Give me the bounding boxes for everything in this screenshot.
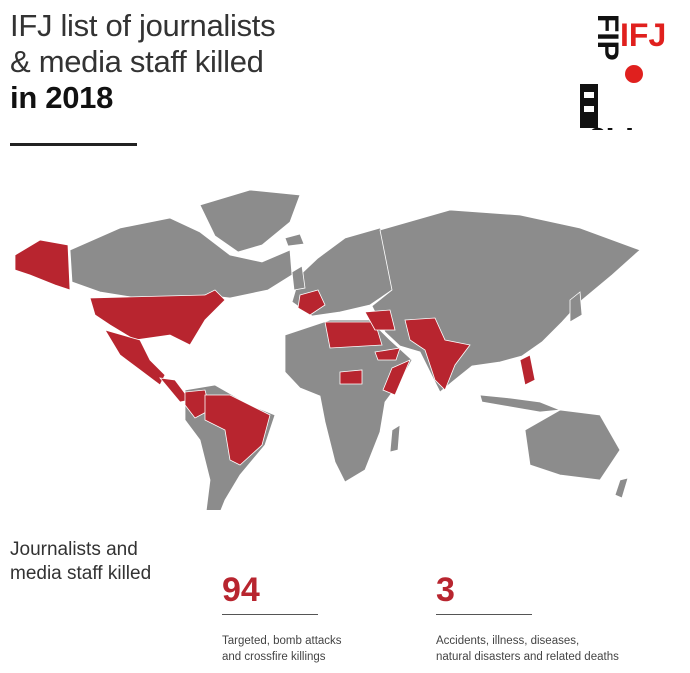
japan [569, 291, 583, 323]
north-africa-highlight [324, 321, 383, 349]
label-line: Journalists and [10, 539, 138, 560]
stat-description: Accidents, illness, diseases, natural di… [436, 633, 619, 665]
south-asia-highlight [404, 317, 471, 391]
alaska-highlight [14, 239, 71, 291]
world-map [14, 189, 641, 510]
title-line-2: & media staff killed [10, 44, 264, 79]
uk [291, 265, 306, 291]
title-underline [10, 143, 137, 146]
colombia-highlight [184, 389, 211, 419]
france-highlight [297, 289, 326, 316]
stat-value: 94 [222, 571, 260, 609]
indonesia [479, 394, 561, 413]
stat-accidents: 3 Accidents, illness, diseases, natural … [436, 570, 619, 665]
ifj-logo: FIP IFJ FIJ [580, 14, 666, 130]
brazil-highlight [204, 394, 271, 466]
stat-divider [436, 614, 532, 615]
logo-fij-text: FIJ [588, 121, 634, 130]
somalia-highlight [382, 359, 411, 396]
logo-fip-text: FIP [591, 14, 624, 61]
logo-ifj-text: IFJ [620, 17, 666, 53]
logo-dot [625, 65, 643, 83]
new-zealand [614, 477, 629, 499]
title-line-1: IFJ list of journalists [10, 8, 276, 43]
usa-highlight [89, 289, 226, 346]
australia [524, 409, 621, 481]
desc-line: Targeted, bomb attacks [222, 635, 342, 647]
page-title: IFJ list of journalists & media staff ki… [10, 8, 276, 116]
stat-value: 3 [436, 571, 455, 609]
middle-east-highlight [364, 309, 396, 331]
greenland [199, 189, 301, 253]
stat-description: Targeted, bomb attacks and crossfire kil… [222, 633, 342, 665]
central-africa-highlight [339, 369, 363, 385]
yemen-highlight [374, 347, 401, 361]
desc-line: Accidents, illness, diseases, [436, 635, 580, 647]
killed-label: Journalists and media staff killed [10, 538, 151, 586]
stat-targeted: 94 Targeted, bomb attacks and crossfire … [222, 570, 342, 665]
label-line: media staff killed [10, 563, 152, 584]
madagascar [389, 424, 401, 453]
asia [371, 209, 641, 393]
iceland [284, 233, 305, 247]
desc-line: natural disasters and related deaths [436, 651, 619, 663]
desc-line: and crossfire killings [222, 651, 326, 663]
philippines-highlight [519, 354, 536, 386]
stat-divider [222, 614, 318, 615]
mexico-highlight [104, 329, 166, 386]
title-year: in 2018 [10, 80, 114, 115]
